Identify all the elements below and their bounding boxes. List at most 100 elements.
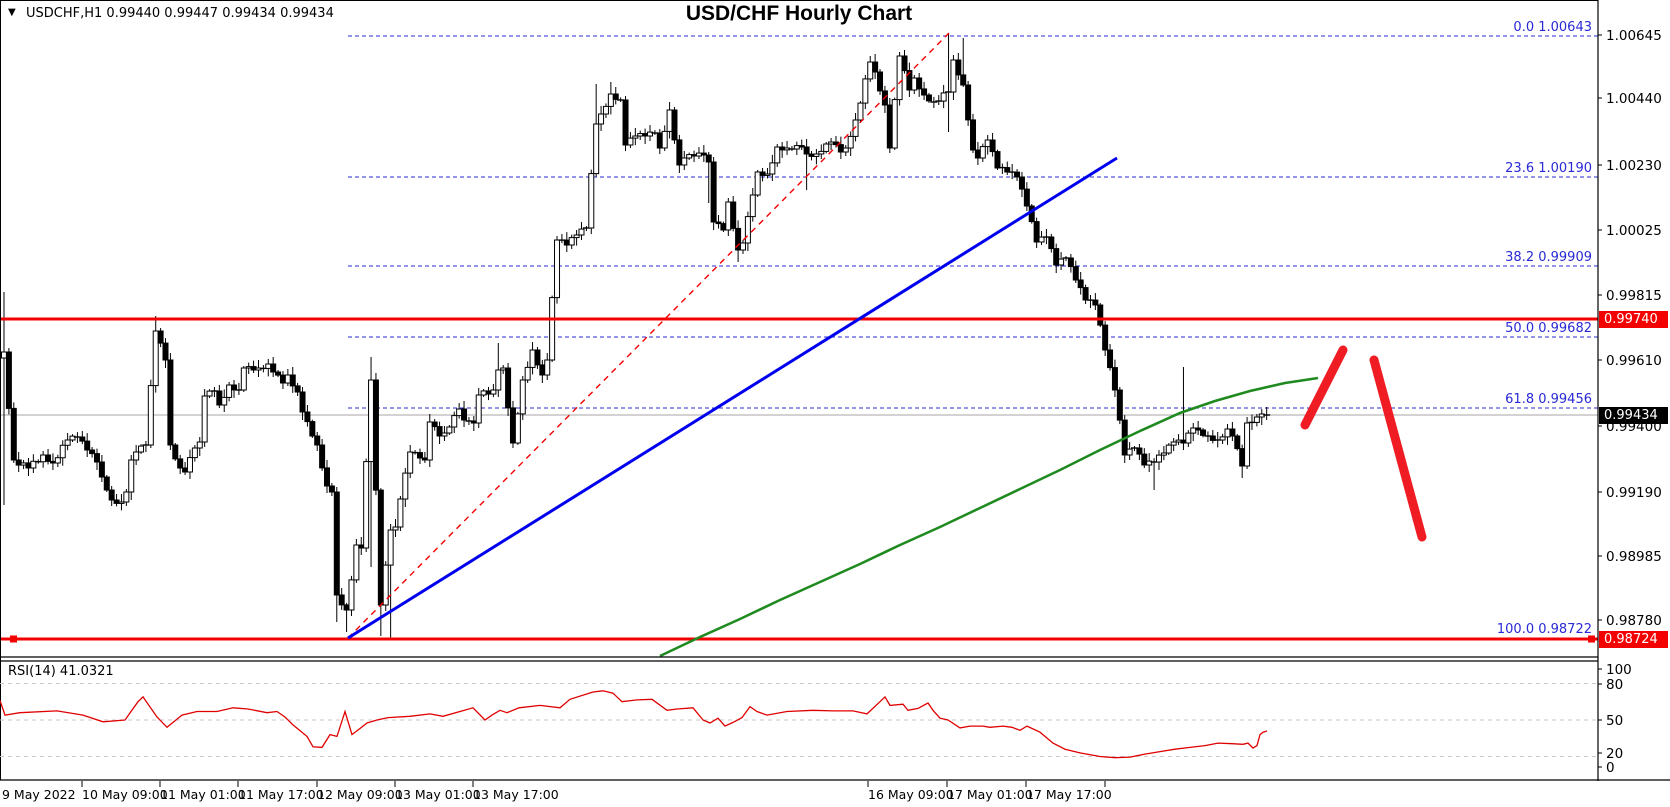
candle-body bbox=[921, 88, 928, 96]
rsi-axis-label: 100 bbox=[1606, 662, 1632, 678]
rsi-line bbox=[0, 690, 1268, 759]
candle-body bbox=[40, 454, 47, 463]
candle-body bbox=[695, 152, 702, 157]
support-price-badge: 0.98724 bbox=[1599, 630, 1668, 648]
candle-body bbox=[940, 92, 947, 102]
symbol-dropdown-icon[interactable]: ▼ bbox=[8, 7, 16, 18]
candle-body bbox=[1155, 454, 1162, 463]
candle-body bbox=[338, 594, 345, 606]
candle-body bbox=[534, 349, 541, 366]
candle-body bbox=[1072, 266, 1079, 281]
candle-body bbox=[363, 461, 370, 549]
candle-body bbox=[59, 444, 66, 459]
candle-body bbox=[240, 367, 247, 391]
candle-body bbox=[1082, 287, 1089, 301]
candle-body bbox=[798, 145, 805, 148]
red-dashed-trendline bbox=[347, 32, 950, 639]
candle-body bbox=[847, 135, 854, 149]
candle-body bbox=[744, 216, 751, 244]
fib-level-label: 50.0 0.99682 bbox=[1505, 321, 1592, 336]
candle-body bbox=[226, 384, 233, 398]
candle-body bbox=[563, 239, 570, 246]
candle-body bbox=[793, 145, 800, 150]
candle-body bbox=[759, 171, 766, 176]
candle-body bbox=[872, 61, 879, 73]
time-axis-label: 16 May 09:00 bbox=[868, 787, 954, 802]
candle-body bbox=[152, 330, 159, 387]
time-axis-label: 9 May 2022 bbox=[2, 787, 76, 802]
candle-body bbox=[989, 139, 996, 153]
candle-body bbox=[867, 61, 874, 80]
price-axis-label: 1.00645 bbox=[1606, 28, 1662, 44]
candle-body bbox=[475, 394, 482, 424]
candle-body bbox=[681, 157, 688, 166]
candle-body bbox=[1067, 257, 1074, 268]
candle-body bbox=[480, 390, 487, 396]
candle-body bbox=[588, 173, 595, 229]
line-handle[interactable] bbox=[1588, 635, 1595, 643]
candle-body bbox=[891, 99, 898, 149]
line-handle[interactable] bbox=[10, 635, 17, 643]
candle-body bbox=[602, 105, 609, 115]
candle-body bbox=[402, 472, 409, 500]
candle-body bbox=[539, 364, 546, 376]
chart-title: USD/CHF Hourly Chart bbox=[685, 2, 913, 25]
candle-body bbox=[1200, 429, 1207, 436]
candle-body bbox=[519, 379, 526, 415]
candle-body bbox=[984, 139, 991, 148]
candle-body bbox=[446, 426, 453, 434]
current-price-badge: 0.99434 bbox=[1599, 406, 1668, 424]
candle-body bbox=[1244, 422, 1251, 467]
candle-body bbox=[955, 59, 962, 76]
candle-body bbox=[93, 453, 100, 463]
candle-body bbox=[896, 55, 903, 101]
candle-body bbox=[852, 119, 859, 137]
candle-body bbox=[837, 144, 844, 153]
candle-body bbox=[1170, 441, 1177, 446]
price-axis-label: 0.99815 bbox=[1606, 288, 1662, 304]
candle-body bbox=[221, 396, 228, 406]
candle-body bbox=[720, 223, 727, 231]
candle-body bbox=[769, 162, 776, 175]
candle-body bbox=[524, 366, 531, 381]
candle-body bbox=[514, 413, 521, 444]
candle-body bbox=[1229, 428, 1236, 437]
rsi-axis-label: 80 bbox=[1606, 677, 1623, 693]
candle-body bbox=[377, 489, 384, 606]
candle-body bbox=[118, 501, 125, 504]
candle-body bbox=[925, 94, 932, 102]
fib-level-label: 23.6 1.00190 bbox=[1505, 161, 1592, 176]
candle-body bbox=[186, 457, 193, 473]
candle-body bbox=[642, 133, 649, 137]
fib-level-label: 38.2 0.99909 bbox=[1505, 250, 1592, 265]
candle-body bbox=[754, 171, 761, 196]
candle-body bbox=[676, 139, 683, 166]
candle-body bbox=[622, 99, 629, 146]
price-axis-label: 1.00230 bbox=[1606, 158, 1662, 174]
time-axis-label: 12 May 09:00 bbox=[317, 787, 403, 802]
candle-body bbox=[877, 71, 884, 92]
candle-body bbox=[289, 374, 296, 387]
candle-body bbox=[1004, 167, 1011, 173]
candle-body bbox=[358, 544, 365, 549]
candle-body bbox=[456, 408, 463, 417]
candle-body bbox=[1185, 432, 1192, 444]
candle-body bbox=[671, 109, 678, 141]
candle-body bbox=[661, 130, 668, 149]
candle-body bbox=[64, 439, 71, 446]
candle-body bbox=[108, 489, 115, 501]
candle-body bbox=[593, 123, 600, 175]
candle-body bbox=[529, 349, 536, 368]
candle-body bbox=[495, 369, 502, 391]
candle-body bbox=[1102, 324, 1109, 351]
candle-body bbox=[172, 444, 179, 460]
candle-body bbox=[916, 77, 923, 90]
candle-body bbox=[328, 485, 335, 493]
candle-body bbox=[549, 297, 556, 361]
candle-body bbox=[348, 579, 355, 611]
candle-body bbox=[250, 366, 257, 371]
candle-body bbox=[421, 457, 428, 461]
candle-body bbox=[1111, 367, 1118, 391]
price-axis-label: 1.00025 bbox=[1606, 223, 1662, 239]
